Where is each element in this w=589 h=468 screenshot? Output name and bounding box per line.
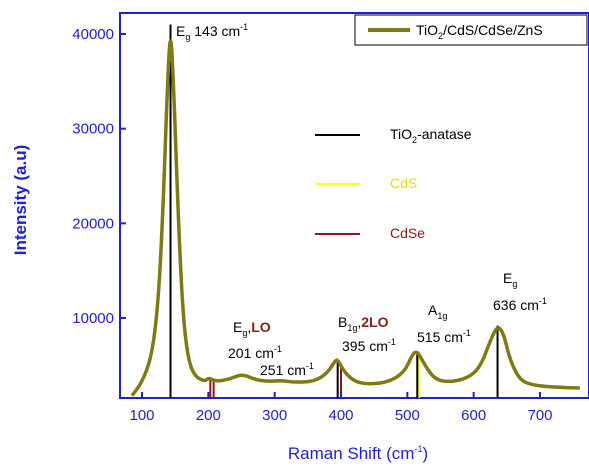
x-tick-label-700: 700 xyxy=(527,407,552,424)
annotation-b1g-2lo: B1g,2LO xyxy=(338,314,389,333)
x-axis-title-sup: -1 xyxy=(414,444,422,454)
x-tick-label-200: 200 xyxy=(196,407,221,424)
annotation-251: 251 cm-1 xyxy=(260,361,314,378)
annotation-395: 395 cm-1 xyxy=(342,337,396,354)
annotation-636: 636 cm-1 xyxy=(493,296,547,313)
spectrum xyxy=(130,39,580,397)
spectrum-line-0 xyxy=(130,39,580,397)
annotation-eg-143: Eg 143 cm-1 xyxy=(176,22,248,42)
annotation-eg-636: Eg xyxy=(503,270,517,289)
annotation-201: 201 cm-1 xyxy=(228,344,282,361)
legend-label-cdse: CdSe xyxy=(390,225,425,241)
x-tick-label-100: 100 xyxy=(129,407,154,424)
annotation-eg-lo: Eg,LO xyxy=(233,319,271,338)
legend-label-anatase: TiO2-anatase xyxy=(390,126,472,145)
y-axis-title: Intensity (a.u) xyxy=(11,145,30,256)
x-tick-label-500: 500 xyxy=(395,407,420,424)
x-axis-title-main: Raman Shift (cm xyxy=(288,444,415,463)
y-tick-label-20000: 20000 xyxy=(72,215,114,232)
y-tick-label-30000: 30000 xyxy=(72,121,114,138)
x-axis-title-end: ) xyxy=(422,444,428,463)
legend-label-spectrum: TiO2/CdS/CdSe/ZnS xyxy=(416,22,543,41)
x-tick-label-600: 600 xyxy=(461,407,486,424)
annotation-a1g: A1g xyxy=(428,302,447,321)
legend-label-cds: CdS xyxy=(390,175,417,191)
y-tick-label-10000: 10000 xyxy=(72,310,114,327)
annotation-515: 515 cm-1 xyxy=(417,328,471,345)
plot-frame xyxy=(119,12,589,399)
y-tick-label-40000: 40000 xyxy=(72,26,114,43)
x-tick-label-300: 300 xyxy=(262,407,287,424)
x-tick-label-400: 400 xyxy=(328,407,353,424)
x-axis-title: Raman Shift (cm-1) xyxy=(288,444,428,463)
axis-ticks: 100 200 300 400 500 600 700 10000 20000 30000 4000… xyxy=(72,26,552,424)
